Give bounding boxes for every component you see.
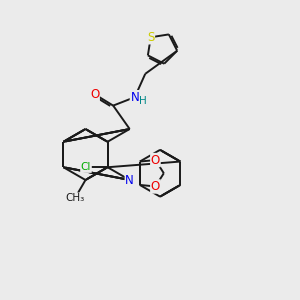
Text: O: O [151,154,160,166]
Text: Cl: Cl [81,162,91,172]
Text: S: S [147,31,154,44]
Text: N: N [130,91,139,104]
Text: CH₃: CH₃ [65,193,85,203]
Text: O: O [151,180,160,193]
Text: N: N [125,173,134,187]
Text: O: O [90,88,99,101]
Text: H: H [139,96,147,106]
